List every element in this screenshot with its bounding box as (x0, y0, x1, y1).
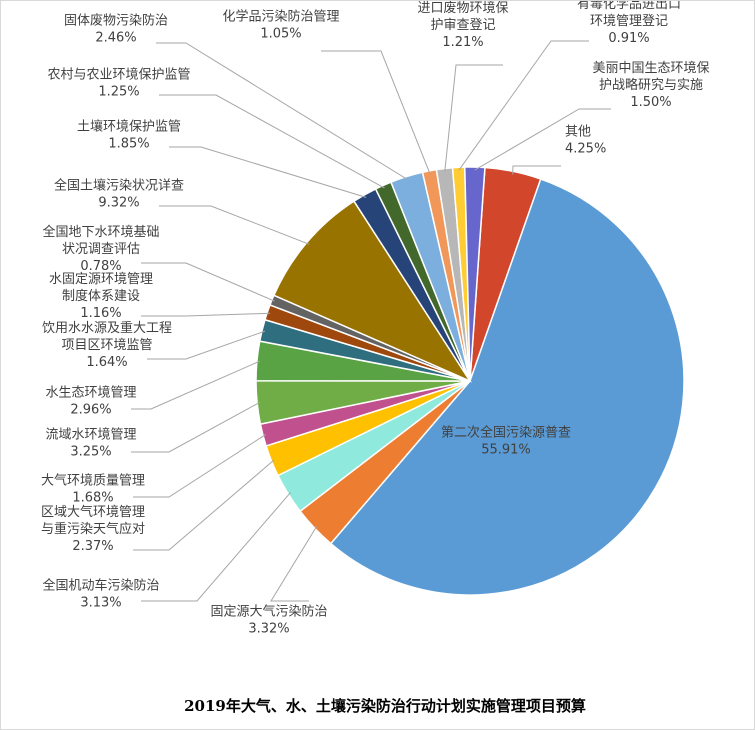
leader-lines (131, 40, 611, 602)
leader-line (141, 491, 292, 602)
pie-slice (272, 200, 472, 383)
slice-percent: 1.16% (80, 306, 121, 321)
leader-line (133, 459, 275, 551)
pie-slices (255, 166, 685, 596)
slice-percent: 9.32% (98, 196, 139, 211)
slice-label: 美丽中国生态环境保护战略研究与实施 1.50% (592, 61, 709, 110)
slice-percent: 1.64% (86, 355, 127, 370)
slice-name: 土壤环境保护监管 (77, 119, 181, 135)
slice-percent: 1.50% (630, 95, 671, 110)
leader-line (270, 525, 318, 602)
slice-percent: 3.25% (70, 445, 111, 460)
chart-title: 2019年大气、水、土壤污染防治行动计划实施管理项目预算 (184, 697, 586, 715)
leader-line (512, 165, 561, 175)
slice-name: 饮用水水源及重大工程 (42, 320, 172, 336)
slice-name: 全国土壤污染状况详查 (54, 178, 184, 194)
slice-label: 水固定源环境管理制度体系建设 1.16% (49, 272, 153, 321)
pie-slice (329, 178, 685, 596)
slice-name: 状况调查评估 (62, 242, 140, 257)
slice-percent: 1.25% (98, 85, 139, 100)
slice-label: 固定源大气污染防治 3.32% (210, 604, 327, 637)
slice-name: 美丽中国生态环境保 (592, 61, 709, 76)
slice-name: 与重污染天气应对 (41, 521, 145, 537)
slice-label: 全国机动车污染防治 3.13% (42, 578, 159, 611)
leader-line (444, 64, 503, 172)
slice-name: 化学品污染防治管理 (222, 9, 339, 25)
slice-labels: 其他 4.25% 第二次全国污染源普查 55.91% 固定源大气污染防治 3.32% 全国机… (41, 1, 710, 637)
slice-percent: 4.25% (565, 142, 606, 157)
slice-percent: 1.68% (72, 491, 113, 506)
slice-percent: 2.96% (70, 403, 111, 418)
slice-name: 进口废物环境保 (417, 1, 508, 16)
slice-percent: 3.32% (248, 622, 289, 637)
slice-name: 固定源大气污染防治 (210, 604, 327, 620)
slice-label: 全国土壤污染状况详查 9.32% (54, 178, 184, 211)
slice-label: 有毒化学品进出口环境管理登记 0.91% (577, 1, 681, 46)
slice-label: 流域水环境管理 3.25% (45, 428, 136, 460)
slice-percent: 1.21% (442, 35, 483, 50)
slice-label: 固体废物污染防治 2.46% (64, 13, 168, 46)
slice-name: 全国地下水环境基础 (42, 224, 159, 240)
slice-percent: 0.91% (608, 31, 649, 46)
slice-percent: 0.78% (80, 259, 121, 274)
slice-name: 大气环境质量管理 (41, 473, 145, 489)
slice-percent: 55.91% (481, 443, 531, 458)
slice-percent: 2.37% (72, 539, 113, 554)
slice-name: 水固定源环境管理 (49, 272, 153, 287)
slice-label: 土壤环境保护监管 1.85% (77, 119, 181, 152)
leader-line (159, 205, 310, 245)
slice-label: 大气环境质量管理 1.68% (41, 473, 145, 506)
leader-line (141, 312, 271, 317)
slice-label: 其他 4.25% (565, 125, 606, 157)
slice-name: 其他 (565, 125, 591, 140)
slice-name: 项目区环境监管 (61, 338, 152, 353)
slice-label: 进口废物环境保护审查登记 1.21% (417, 1, 508, 50)
slice-name: 有毒化学品进出口 (577, 1, 681, 12)
leader-line (169, 146, 367, 198)
slice-name: 环境管理登记 (590, 14, 668, 29)
slice-percent: 2.46% (95, 31, 136, 46)
slice-label: 全国地下水环境基础状况调查评估 0.78% (42, 224, 159, 274)
leader-line (133, 433, 267, 498)
slice-name: 区域大气环境管理 (41, 504, 145, 520)
leader-line (156, 42, 408, 180)
slice-label: 第二次全国污染源普查 55.91% (441, 425, 571, 458)
slice-label: 化学品污染防治管理 1.05% (222, 9, 339, 42)
leader-line (159, 94, 385, 189)
slice-name: 第二次全国污染源普查 (441, 425, 571, 441)
slice-name: 流域水环境管理 (45, 428, 136, 443)
leader-line (458, 40, 589, 171)
slice-name: 护审查登记 (430, 18, 495, 33)
slice-name: 农村与农业环境保护监管 (47, 68, 190, 83)
slice-label: 水生态环境管理 2.96% (45, 386, 136, 418)
leader-line (321, 50, 431, 174)
leader-line (141, 262, 275, 302)
slice-label: 农村与农业环境保护监管 1.25% (47, 68, 190, 100)
slice-percent: 1.85% (108, 137, 149, 152)
leader-line (147, 330, 266, 360)
pie-slice (464, 166, 486, 382)
leader-line (131, 360, 261, 410)
slice-name: 护战略研究与实施 (599, 77, 703, 93)
leader-line (131, 401, 261, 453)
slice-percent: 1.05% (260, 27, 301, 42)
slice-label: 饮用水水源及重大工程项目区环境监管 1.64% (42, 320, 172, 370)
slice-label: 区域大气环境管理与重污染天气应对 2.37% (41, 504, 145, 554)
slice-percent: 3.13% (80, 596, 121, 611)
leader-line (474, 108, 611, 171)
slice-name: 水生态环境管理 (45, 386, 136, 401)
slice-name: 制度体系建设 (62, 288, 140, 304)
slice-name: 全国机动车污染防治 (42, 578, 159, 594)
slice-name: 固体废物污染防治 (64, 13, 168, 29)
